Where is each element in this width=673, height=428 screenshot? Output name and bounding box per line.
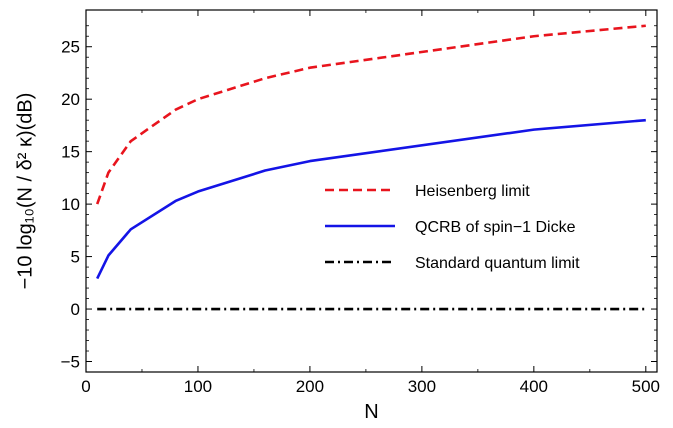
series-line	[96, 118, 646, 280]
y-tick-label: 0	[71, 300, 80, 319]
y-tick-label: 25	[61, 38, 80, 57]
y-tick-label: −5	[61, 353, 80, 372]
x-tick-label: 100	[184, 377, 212, 396]
legend-label: Heisenberg limit	[415, 183, 530, 200]
x-axis: 0 100 200 300 400 500	[81, 10, 660, 396]
series-layer	[95, 24, 646, 311]
x-tick-label: 300	[408, 377, 436, 396]
legend-label: QCRB of spin−1 Dicke	[415, 219, 576, 236]
y-tick-label: 15	[61, 143, 80, 162]
x-axis-title: N	[364, 401, 378, 423]
y-tick-label: 10	[61, 195, 80, 214]
x-tick-label: 400	[520, 377, 548, 396]
x-tick-label: 0	[81, 377, 90, 396]
y-tick-label: 20	[61, 90, 80, 109]
y-tick-label: 5	[71, 248, 80, 267]
y-axis: −5 0 5 10 15 20 25	[61, 25, 657, 372]
legend-label: Standard quantum limit	[415, 255, 580, 272]
plot-frame	[85, 9, 658, 373]
y-axis-title: −10 log₁₀(N / δ² κ)(dB)	[14, 93, 36, 290]
plot-area	[85, 9, 658, 373]
x-tick-label: 500	[632, 377, 660, 396]
series-line	[95, 24, 646, 205]
x-tick-label: 200	[296, 377, 324, 396]
legend: Heisenberg limit QCRB of spin−1 Dicke Stan…	[325, 183, 580, 272]
